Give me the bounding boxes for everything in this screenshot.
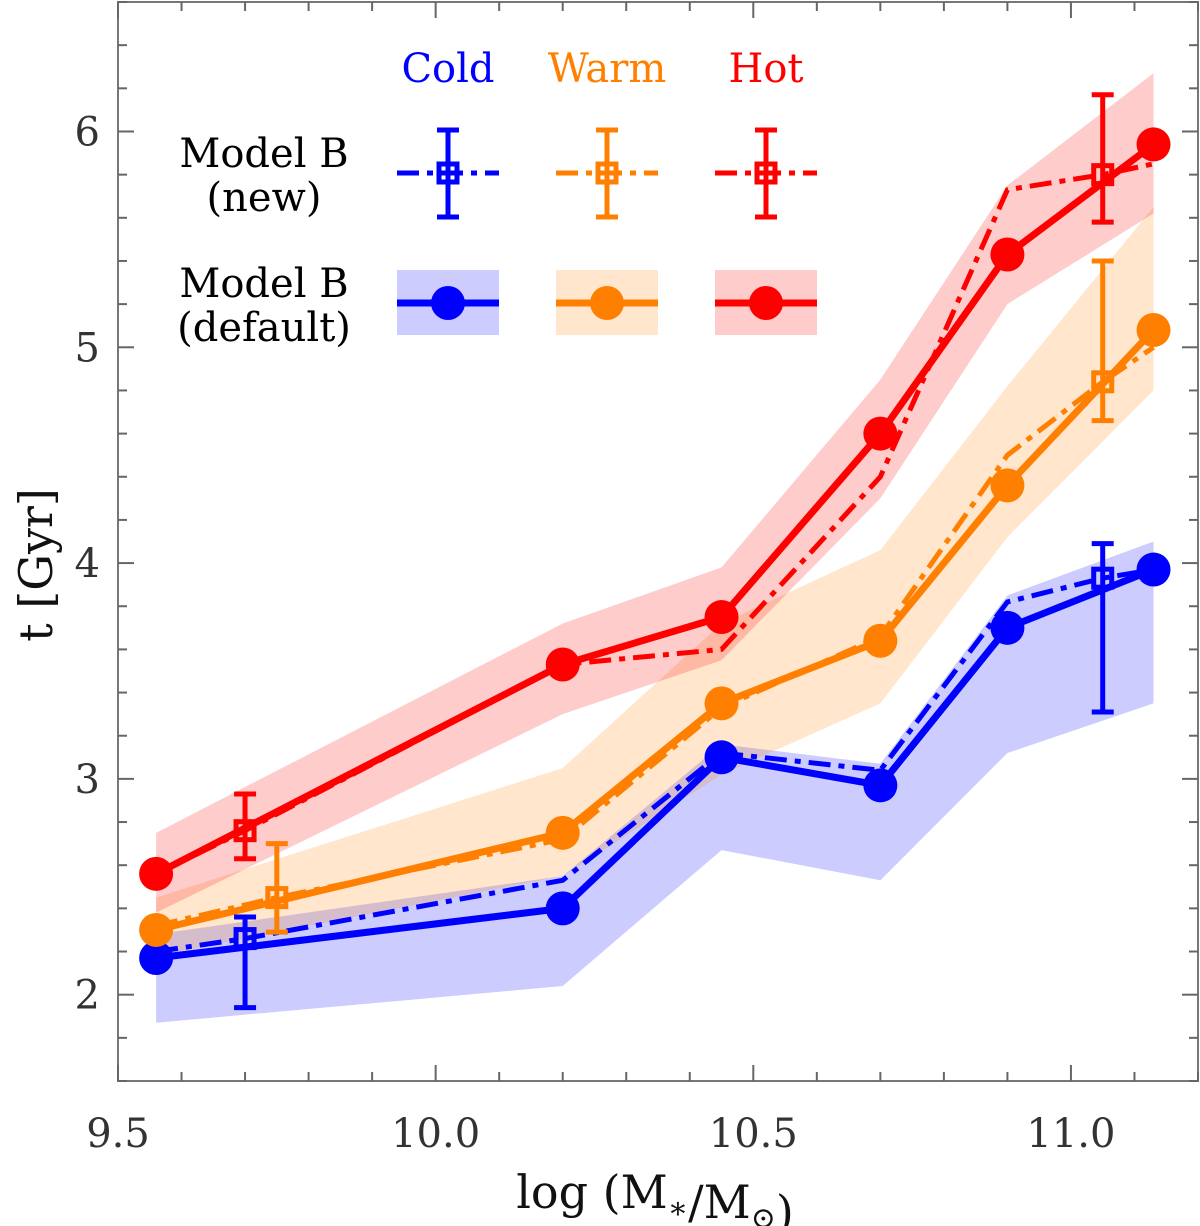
point-hot — [863, 416, 898, 451]
point-cold — [1136, 552, 1171, 587]
point-hot — [1136, 127, 1171, 162]
point-cold — [990, 610, 1025, 645]
point-hot — [139, 856, 174, 891]
x-tick-label: 11.0 — [1026, 1111, 1115, 1157]
point-cold — [863, 768, 898, 803]
x-tick-label: 10.0 — [391, 1111, 480, 1157]
y-tick-label: 6 — [75, 109, 100, 155]
point-warm — [1136, 313, 1171, 348]
square-marker — [436, 161, 460, 185]
point-warm — [545, 815, 580, 850]
errorbar-warm — [265, 841, 289, 935]
legend-row-label: Model B — [179, 131, 348, 177]
legend-row-sublabel: (default) — [177, 305, 351, 351]
square-marker — [1091, 566, 1115, 590]
legend-column-cold: Cold — [401, 46, 494, 92]
legend-column-hot: Hot — [728, 46, 803, 92]
series-markers — [139, 92, 1171, 1011]
point-cold — [139, 940, 174, 975]
legend-column-warm: Warm — [548, 46, 667, 92]
point-warm — [139, 912, 174, 947]
point-warm — [704, 686, 739, 721]
legend-new-errorbar-hot — [754, 127, 778, 220]
errorbar-hot — [1091, 92, 1115, 225]
square-marker — [265, 886, 289, 910]
line-default-warm — [155, 327, 1157, 934]
square-marker — [233, 927, 257, 951]
axes: 9.5 10.0 10.5 11.0 2 3 4 5 6 — [75, 0, 1199, 1157]
legend-new-errorbar-warm — [595, 127, 619, 220]
x-tick-label: 9.5 — [86, 1111, 150, 1157]
y-tick-label: 5 — [75, 325, 100, 371]
legend-new-errorbar-cold — [436, 127, 460, 220]
y-tick-label: 2 — [75, 973, 100, 1019]
plot-frame — [117, 1, 1199, 1082]
errorbar-cold — [1091, 541, 1115, 715]
line-new-cold — [155, 567, 1154, 954]
square-marker — [1091, 370, 1115, 394]
legend-default-marker-warm — [590, 286, 624, 320]
point-warm — [863, 623, 898, 658]
square-marker — [1091, 163, 1115, 187]
line-new-hot — [155, 161, 1155, 877]
legend-row-label: Model B — [179, 261, 348, 307]
square-marker — [595, 161, 619, 185]
square-marker — [233, 819, 257, 843]
line-default-cold — [155, 566, 1155, 962]
series-lines — [154, 141, 1157, 962]
point-cold — [545, 891, 580, 926]
legend-default-marker-cold — [431, 286, 465, 320]
x-tick-label: 10.5 — [709, 1111, 798, 1157]
y-tick-label: 4 — [75, 541, 100, 587]
point-warm — [990, 468, 1025, 503]
legend-default-marker-hot — [749, 286, 783, 320]
errorbar-hot — [233, 791, 257, 862]
square-marker — [754, 161, 778, 185]
line-default-hot — [154, 141, 1156, 877]
point-hot — [545, 647, 580, 682]
errorbar-warm — [1091, 258, 1115, 424]
y-axis-label: t [Gyr] — [9, 488, 63, 642]
point-cold — [704, 740, 739, 775]
band-cold — [156, 541, 1154, 1023]
y-tick-label: 3 — [75, 757, 100, 803]
legend-row-sublabel: (new) — [207, 175, 322, 221]
point-hot — [704, 600, 739, 635]
point-hot — [990, 237, 1025, 272]
x-axis-label: log (M∗/M⊙) — [516, 1165, 794, 1226]
errorbar-cold — [233, 914, 257, 1011]
